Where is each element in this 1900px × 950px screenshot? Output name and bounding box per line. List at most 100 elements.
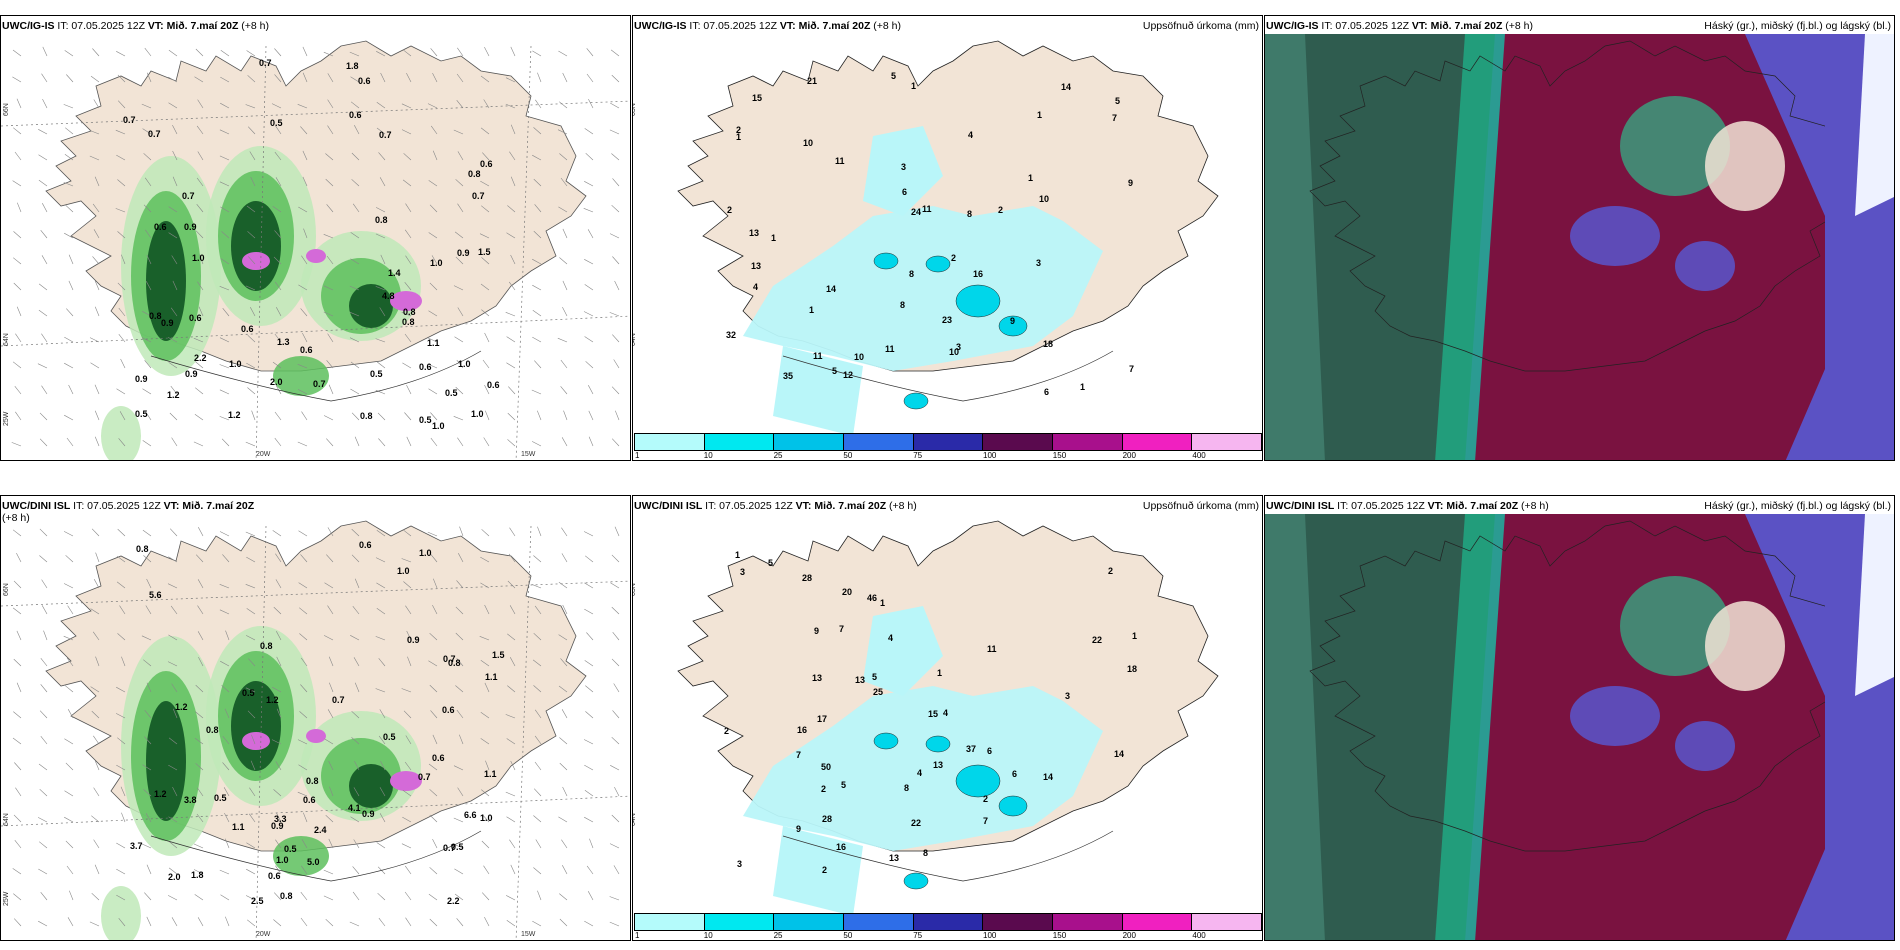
colorbar-segment (774, 914, 845, 930)
value-label: 0.8 (149, 311, 162, 321)
value-label: 1.1 (484, 769, 497, 779)
value-label: 18 (1127, 664, 1137, 674)
value-label: 13 (889, 853, 899, 863)
value-label: 13 (855, 675, 865, 685)
value-label: 0.9 (271, 821, 284, 831)
it-label: IT: 07.05.2025 12Z (705, 500, 793, 512)
value-label: 11 (987, 644, 997, 654)
value-label: 0.7 (259, 58, 272, 68)
value-label: 16 (797, 725, 807, 735)
value-label: 18 (1043, 339, 1053, 349)
value-label: 3 (1065, 691, 1070, 701)
latitude-label: 25W (3, 411, 10, 426)
value-label: 20 (842, 587, 852, 597)
value-label: 4 (888, 633, 893, 643)
value-label: 13 (749, 228, 759, 238)
colorbar-label: 75 (913, 451, 923, 460)
value-label: 2 (821, 784, 826, 794)
value-label: 0.6 (432, 753, 445, 763)
value-label: 13 (933, 760, 943, 770)
value-label: 1.1 (427, 338, 440, 348)
value-label: 0.7 (379, 130, 392, 140)
value-label: 7 (1129, 364, 1134, 374)
vt-label: VT: Mið. 7.maí 20Z (1411, 20, 1503, 32)
panel-title: Uppsöfnuð úrkoma (mm) (1142, 20, 1259, 32)
value-label: 5 (841, 780, 846, 790)
value-label: 0.5 (135, 409, 148, 419)
model: UWC/DINI ISL (634, 500, 703, 512)
cloud-map (1265, 514, 1894, 940)
value-label: 0.6 (480, 159, 493, 169)
colorbar-label: 400 (1192, 931, 1206, 940)
colorbar-segment (844, 914, 914, 930)
value-label: 1 (937, 668, 942, 678)
panel-wind-bottom: UWC/DINI ISL IT: 07.05.2025 12Z VT: Mið.… (0, 495, 631, 941)
precip-colorbar (634, 433, 1262, 451)
value-label: 7 (839, 624, 844, 634)
value-label: 0.5 (242, 688, 255, 698)
latitude-label: 64N (632, 813, 637, 826)
value-label: 8 (909, 269, 914, 279)
value-label: 22 (1092, 635, 1102, 645)
value-label: 2 (983, 794, 988, 804)
panel-cloud-top: UWC/IG-IS IT: 07.05.2025 12Z VT: Mið. 7.… (1264, 15, 1895, 461)
longitude-label: 20W (256, 931, 271, 938)
colorbar-segment (704, 914, 775, 930)
colorbar-segment (704, 434, 775, 450)
value-label: 8 (900, 300, 905, 310)
value-label: 5 (1115, 96, 1120, 106)
panel-header: UWC/IG-IS IT: 07.05.2025 12Z VT: Mið. 7.… (1266, 20, 1533, 32)
value-label: 1 (911, 81, 916, 91)
iceland-outline (1309, 520, 1851, 852)
colorbar-labels: 1 10 25 50 75 100 150 200 400 (634, 931, 1262, 940)
value-label: 8 (967, 209, 972, 219)
colorbar-segment (635, 914, 705, 930)
colorbar-label: 75 (913, 931, 923, 940)
colorbar-label: 50 (843, 931, 853, 940)
value-label: 0.8 (260, 641, 273, 651)
colorbar-segment (1122, 914, 1193, 930)
value-label: 0.8 (136, 544, 149, 554)
panel-precip-top: UWC/IG-IS IT: 07.05.2025 12Z VT: Mið. 7.… (632, 15, 1263, 461)
vt-label: VT: Mið. 7.maí 20Z (147, 20, 239, 32)
value-label: 4 (917, 768, 922, 778)
value-label: 16 (973, 269, 983, 279)
value-label: 0.9 (135, 374, 148, 384)
value-label: 4 (753, 282, 758, 292)
lead: (+8 h) (873, 20, 902, 32)
value-label: 4 (968, 130, 973, 140)
model: UWC/IG-IS (1266, 20, 1319, 32)
value-label: 3.8 (184, 795, 197, 805)
value-label: 0.6 (189, 313, 202, 323)
value-label: 14 (1043, 772, 1053, 782)
value-label: 2 (727, 205, 732, 215)
value-label: 35 (783, 371, 793, 381)
value-label: 1 (1132, 631, 1137, 641)
colorbar-label: 25 (773, 451, 783, 460)
value-label: 0.7 (443, 843, 456, 853)
value-label: 1 (735, 550, 740, 560)
panel-header: UWC/IG-IS IT: 07.05.2025 12Z VT: Mið. 7.… (634, 20, 901, 32)
iceland-outline (1309, 40, 1851, 372)
it-label: IT: 07.05.2025 12Z (1321, 20, 1409, 32)
colorbar-label: 10 (703, 931, 713, 940)
colorbar-segment (1192, 434, 1262, 450)
it-label: IT: 07.05.2025 12Z (1337, 500, 1425, 512)
value-label: 3.7 (130, 841, 143, 851)
value-label: 0.5 (214, 793, 227, 803)
value-label: 14 (1114, 749, 1124, 759)
colorbar-label: 200 (1122, 931, 1136, 940)
value-label: 6 (902, 187, 907, 197)
colorbar-segment (983, 914, 1054, 930)
value-label: 2 (1108, 566, 1113, 576)
wind-map: 0.61.20.81.00.70.50.60.81.10.70.91.21.82… (1, 520, 630, 940)
value-label: 0.5 (270, 118, 283, 128)
value-label: 1.2 (167, 390, 180, 400)
value-label: 0.8 (206, 725, 219, 735)
value-label: 0.5 (370, 369, 383, 379)
value-label: 1.0 (419, 548, 432, 558)
value-label: 2.5 (251, 896, 264, 906)
value-label: 1.4 (388, 268, 401, 278)
value-label: 1.1 (485, 672, 498, 682)
value-label: 0.9 (457, 248, 470, 258)
